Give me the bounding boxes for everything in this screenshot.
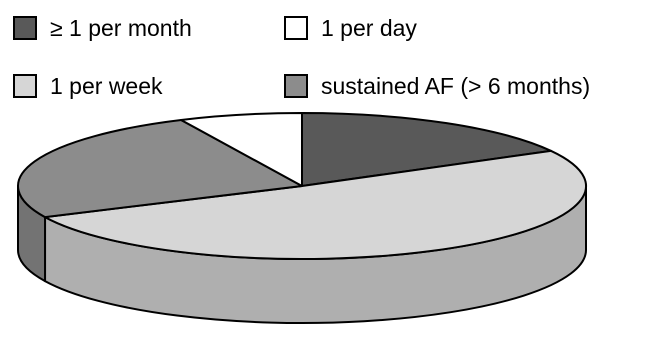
legend-label-sustained-af-gt-6-months: sustained AF (> 6 months) (321, 73, 590, 99)
legend-item-sustained-af-gt-6-months: sustained AF (> 6 months) (284, 73, 590, 99)
legend-swatch-gte-1-per-month (13, 16, 37, 40)
pie-slice-sustained-af-gt-6-months (17, 118, 303, 219)
legend-item-1-per-week: 1 per week (13, 73, 163, 99)
legend-swatch-sustained-af-gt-6-months (284, 74, 308, 98)
pie-top-slices (17, 112, 587, 261)
legend-label-1-per-day: 1 per day (321, 15, 417, 41)
pie-slice-1-per-week (44, 149, 587, 261)
chart-legend: ≥ 1 per month 1 per week 1 per day sustaine… (13, 15, 590, 99)
legend-label-1-per-week: 1 per week (50, 73, 163, 99)
legend-item-gte-1-per-month: ≥ 1 per month (13, 15, 192, 41)
legend-swatch-1-per-week (13, 74, 37, 98)
pie-slice-1-per-day (180, 112, 303, 187)
legend-item-1-per-day: 1 per day (284, 15, 417, 41)
pie-slice-gte-1-per-month (301, 112, 552, 187)
legend-label-gte-1-per-month: ≥ 1 per month (50, 15, 192, 41)
legend-swatch-1-per-day (284, 16, 308, 40)
